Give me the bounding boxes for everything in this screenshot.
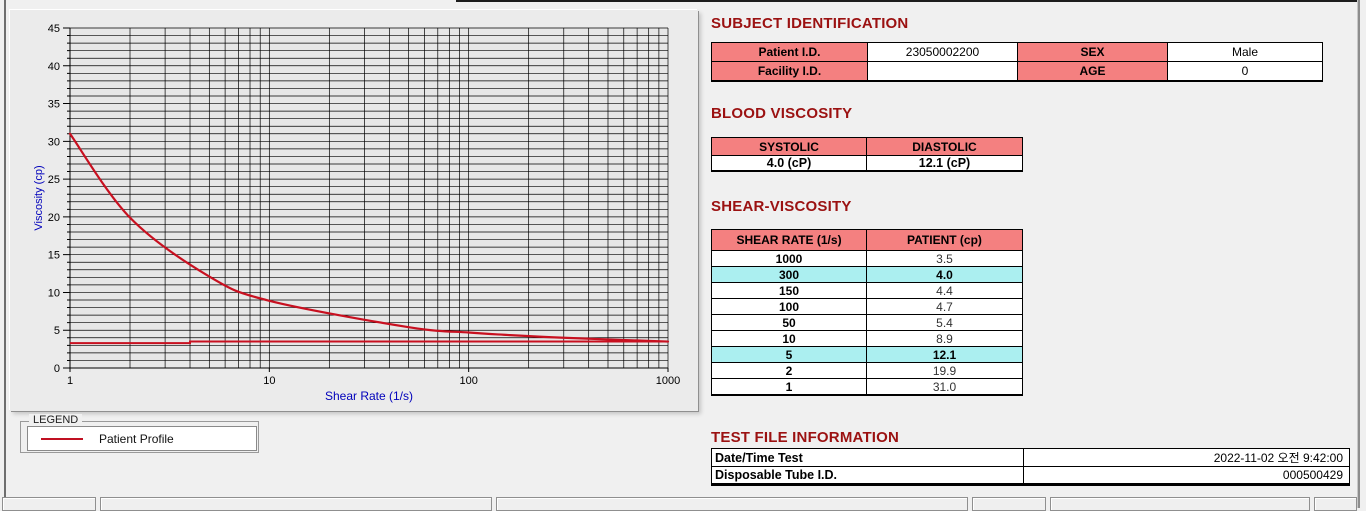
shear-viscosity-body: 1000 3.5 300 4.0 150 4.4 100 4.7 50 5.4 10 8.9 5 12.1… [711,250,1023,396]
subject-row-2: Facility I.D. AGE 0 [711,61,1323,82]
test-file-information-title: TEST FILE INFORMATION [711,429,900,446]
date-time-row: Date/Time Test 2022-11-02 오전 9:42:00 [711,448,1350,467]
blood-viscosity-title: BLOOD VISCOSITY [711,105,853,122]
blood-value-row: 4.0 (cP) 12.1 (cP) [711,155,1023,172]
axis-ticks [63,27,669,372]
y-tick-label: 20 [48,212,60,224]
shear-value-cell: 4.0 [866,266,1023,283]
diastolic-header: DIASTOLIC [866,137,1023,156]
shear-row: 1 31.0 [711,378,1023,396]
systolic-value: 4.0 (cP) [711,155,867,172]
blood-header-row: SYSTOLIC DIASTOLIC [711,137,1023,156]
bottom-panel-segment-5[interactable] [1050,497,1310,511]
x-tick-label: 100 [459,375,477,387]
shear-row: 150 4.4 [711,282,1023,299]
shear-value-cell: 4.7 [866,298,1023,315]
tube-id-row: Disposable Tube I.D. 000500429 [711,466,1350,485]
shear-row: 2 19.9 [711,362,1023,379]
shear-viscosity-table: SHEAR RATE (1/s) PATIENT (cp) 1000 3.5 300… [711,229,1023,396]
shear-rate-cell: 150 [711,282,867,299]
x-tick-label: 10 [263,375,275,387]
baseline-reference-line [70,340,668,345]
shear-row: 50 5.4 [711,314,1023,331]
shear-row: 5 12.1 [711,346,1023,363]
x-tick-label: 1 [67,375,73,387]
y-tick-label: 35 [48,99,60,111]
shear-value-cell: 19.9 [866,362,1023,379]
facility-id-value [867,61,1018,82]
bottom-panel-segment-2[interactable] [100,497,492,511]
x-tick-label: 1000 [656,375,680,387]
shear-rate-cell: 100 [711,298,867,315]
bottom-panel-segment-4[interactable] [972,497,1046,511]
patient-profile-curve [68,132,670,343]
legend-entry: Patient Profile [27,426,257,451]
patient-cp-header: PATIENT (cp) [866,229,1023,251]
facility-id-label: Facility I.D. [711,61,868,82]
shear-header-row: SHEAR RATE (1/s) PATIENT (cp) [711,229,1023,251]
shear-value-cell: 12.1 [866,346,1023,363]
shear-viscosity-title: SHEAR-VISCOSITY [711,198,852,215]
sex-value: Male [1167,42,1323,62]
y-tick-label: 5 [54,325,60,337]
shear-rate-cell: 300 [711,266,867,283]
sex-label: SEX [1017,42,1168,62]
shear-rate-cell: 5 [711,346,867,363]
shear-value-cell: 3.5 [866,250,1023,267]
patient-profile-line-swatch [41,437,83,440]
shear-viscosity-chart: 0 5 10 15 20 25 30 35 40 45 1 10 100 1000 Shear Rate (… [33,23,680,403]
plot-area [70,28,668,368]
shear-value-cell: 31.0 [866,378,1023,396]
y-tick-label: 45 [48,23,60,35]
window-right-border [1357,0,1360,508]
y-axis-title: Viscosity (cp) [33,165,45,230]
date-time-label: Date/Time Test [711,448,1024,467]
legend-entry-label: Patient Profile [99,431,174,446]
tube-id-value: 000500429 [1023,466,1350,485]
patient-id-label: Patient I.D. [711,42,868,62]
date-time-value: 2022-11-02 오전 9:42:00 [1023,448,1350,467]
bottom-panel-segment-1[interactable] [2,497,96,511]
bottom-panel-segment-3[interactable] [496,497,968,511]
y-tick-label: 0 [54,363,60,375]
test-file-information-table: Date/Time Test 2022-11-02 오전 9:42:00 Dis… [711,448,1350,486]
subject-row-1: Patient I.D. 23050002200 SEX Male [711,42,1323,62]
shear-rate-cell: 10 [711,330,867,347]
bottom-panel-segment-6[interactable] [1314,497,1357,511]
shear-rate-cell: 1000 [711,250,867,267]
shear-rate-cell: 50 [711,314,867,331]
age-value: 0 [1167,61,1323,82]
shear-row: 10 8.9 [711,330,1023,347]
shear-rate-header: SHEAR RATE (1/s) [711,229,867,251]
subject-identification-title: SUBJECT IDENTIFICATION [711,15,909,32]
y-tick-label: 40 [48,61,60,73]
legend-caption: LEGEND [29,414,83,426]
tube-id-label: Disposable Tube I.D. [711,466,1024,485]
shear-value-cell: 5.4 [866,314,1023,331]
shear-row: 100 4.7 [711,298,1023,315]
subject-identification-table: Patient I.D. 23050002200 SEX Male Facili… [711,42,1323,82]
shear-rate-cell: 2 [711,362,867,379]
diastolic-value: 12.1 (cP) [866,155,1023,172]
shear-value-cell: 8.9 [866,330,1023,347]
y-tick-label: 30 [48,136,60,148]
blood-viscosity-table: SYSTOLIC DIASTOLIC 4.0 (cP) 12.1 (cP) [711,137,1023,172]
chart-legend-box: LEGEND Patient Profile [20,414,259,453]
y-tick-label: 15 [48,250,60,262]
shear-value-cell: 4.4 [866,282,1023,299]
age-label: AGE [1017,61,1168,82]
y-tick-label: 10 [48,287,60,299]
shear-row: 300 4.0 [711,266,1023,283]
chart-panel: 0 5 10 15 20 25 30 35 40 45 1 10 100 1000 Shear Rate (… [10,10,698,411]
shear-row: 1000 3.5 [711,250,1023,267]
patient-id-value: 23050002200 [867,42,1018,62]
window-left-border [4,0,6,508]
systolic-header: SYSTOLIC [711,137,867,156]
window-top-border [456,0,1357,2]
y-tick-label: 25 [48,174,60,186]
x-axis-title: Shear Rate (1/s) [325,389,413,403]
shear-rate-cell: 1 [711,378,867,396]
